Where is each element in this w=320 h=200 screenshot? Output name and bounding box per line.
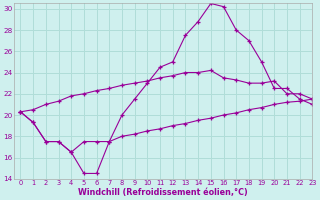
X-axis label: Windchill (Refroidissement éolien,°C): Windchill (Refroidissement éolien,°C) [78, 188, 248, 197]
